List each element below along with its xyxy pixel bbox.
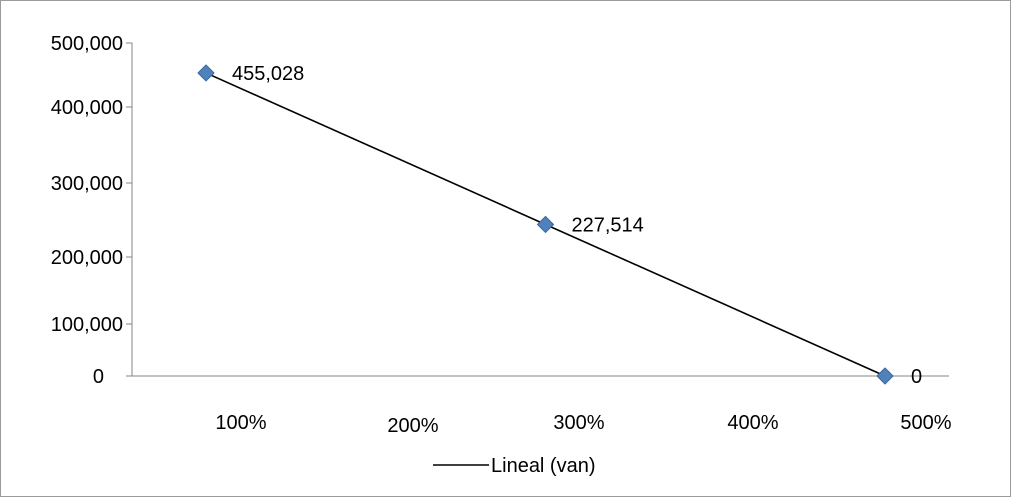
y-tick-label: 0 <box>93 366 104 388</box>
data-label: 455,028 <box>232 63 304 85</box>
data-point-marker <box>536 215 555 234</box>
x-tick-label: 500% <box>900 412 951 434</box>
y-axis: 0 100,000 200,000 300,000 400,000 500,000 <box>51 33 133 388</box>
series-lineal-van: 455,028 227,514 0 <box>197 63 922 388</box>
legend: Lineal (van) <box>433 455 596 477</box>
x-tick-label: 100% <box>215 412 266 434</box>
y-tick-label: 200,000 <box>51 247 123 269</box>
x-axis: 100% 200% 300% 400% 500% <box>132 375 952 437</box>
x-tick-label: 400% <box>727 412 778 434</box>
y-tick-label: 300,000 <box>51 173 123 195</box>
data-point-marker <box>197 64 215 82</box>
data-label: 227,514 <box>572 214 644 236</box>
y-tick-label: 100,000 <box>51 314 123 336</box>
y-tick-label: 400,000 <box>51 97 123 119</box>
data-label: 0 <box>911 366 922 388</box>
x-tick-label: 200% <box>387 415 438 437</box>
x-tick-label: 300% <box>553 412 604 434</box>
data-point-marker <box>876 367 894 385</box>
legend-label: Lineal (van) <box>491 455 596 477</box>
y-tick-label: 500,000 <box>51 33 123 55</box>
